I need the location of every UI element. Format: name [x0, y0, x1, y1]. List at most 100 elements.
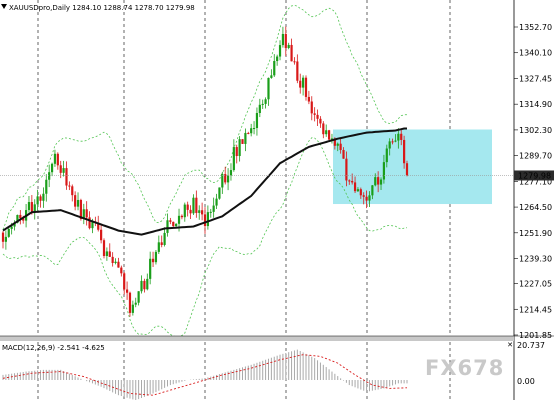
candle-body [405, 163, 409, 176]
candle-body [157, 242, 160, 252]
candle-body [356, 189, 360, 192]
candle-body [293, 61, 296, 63]
candle-body [27, 202, 31, 211]
candle-body [382, 162, 386, 180]
candle-body [371, 185, 374, 196]
candle-body [218, 187, 221, 199]
candle-body [229, 170, 233, 176]
candle-body [151, 258, 155, 263]
candle-body [368, 195, 371, 201]
candle-body [333, 138, 336, 146]
candle-body [137, 291, 140, 303]
candle-body [359, 189, 362, 196]
candle-body [97, 222, 100, 230]
candle-body [53, 153, 57, 164]
candle-body [232, 147, 235, 171]
candle-body [169, 220, 172, 222]
candle-body [336, 143, 339, 146]
candle-body [100, 229, 103, 241]
candle-body [330, 138, 334, 140]
candle-body [241, 139, 244, 144]
price-tick-label: 1340.10 [519, 49, 552, 58]
candle-body [4, 236, 7, 242]
upper-band [2, 4, 408, 230]
candle-body [33, 204, 36, 212]
candle-body [276, 56, 279, 62]
candle-body [120, 267, 123, 274]
candle-body [307, 96, 310, 102]
candle-body [79, 199, 83, 220]
price-tick-label: 1201.85 [519, 331, 552, 340]
candle-body [42, 193, 45, 201]
candle-body [160, 242, 163, 245]
candle-body [102, 240, 106, 256]
moving-average-line [2, 127, 407, 236]
candle-body [114, 261, 117, 264]
candle-body [273, 61, 276, 76]
candle-body [281, 33, 285, 46]
candle-body [91, 221, 94, 229]
candle-body [365, 196, 368, 201]
candle-body [278, 45, 282, 57]
price-axis: 1352.70 1340.10 1327.45 1314.90 1302.30 1289.… [514, 23, 552, 340]
envelope-bands [2, 4, 408, 338]
candle-body [108, 251, 111, 257]
triangle-down-icon[interactable] [1, 4, 7, 9]
watermark: FX678 [425, 356, 504, 380]
candle-body [353, 182, 357, 192]
candle-body [261, 103, 264, 105]
candle-body [1, 232, 5, 242]
candle-body [131, 304, 134, 313]
macd-axis-zero: 0.00 [517, 377, 535, 386]
candle-body [267, 77, 270, 100]
candle-body [252, 128, 256, 130]
symbol-info: XAUUSDpro,Daily 1284.10 1288.74 1278.70 … [9, 4, 195, 12]
price-tick-label: 1314.90 [519, 100, 552, 109]
candle-body [325, 130, 328, 135]
candle-body [68, 185, 71, 187]
candle-body [226, 175, 230, 183]
candle-body [117, 261, 120, 268]
candle-body [319, 118, 322, 124]
lower-band [2, 137, 408, 338]
price-tick-label: 1302.30 [519, 126, 552, 135]
price-tick-label: 1227.05 [519, 280, 552, 289]
candle-body [140, 280, 143, 292]
candle-body [19, 214, 22, 219]
candle-body [13, 222, 16, 227]
candle-body [183, 204, 186, 218]
candle-body [39, 196, 42, 201]
candle-body [30, 202, 33, 212]
candle-body [215, 198, 218, 206]
candle-body [374, 177, 377, 186]
candle-body [400, 133, 403, 140]
candle-body [270, 75, 273, 78]
candle-body [224, 174, 227, 183]
candle-body [62, 168, 65, 173]
price-tick-label: 1277.10 [519, 177, 552, 186]
candle-body [403, 139, 406, 164]
candle-body [10, 226, 13, 229]
candle-body [250, 128, 253, 134]
candle-body [76, 199, 80, 207]
candle-body [177, 215, 181, 224]
panel-separator[interactable] [0, 336, 514, 341]
candle-body [394, 140, 397, 142]
candle-body [74, 195, 77, 207]
candle-body [362, 195, 365, 197]
candle-body [201, 210, 204, 215]
candle-body [123, 273, 126, 290]
candle-body [255, 112, 259, 129]
close-icon[interactable]: ✕ [507, 341, 513, 349]
candle-body [313, 113, 316, 115]
candle-body [22, 218, 25, 221]
candle-body [310, 101, 313, 114]
candle-body [203, 214, 207, 227]
candle-body [189, 209, 192, 214]
macd-axis-top: 20.737 [517, 341, 545, 350]
highlight-zone [333, 129, 492, 205]
candle-body [322, 123, 325, 135]
candle-body [348, 180, 351, 182]
candle-body [345, 158, 348, 181]
